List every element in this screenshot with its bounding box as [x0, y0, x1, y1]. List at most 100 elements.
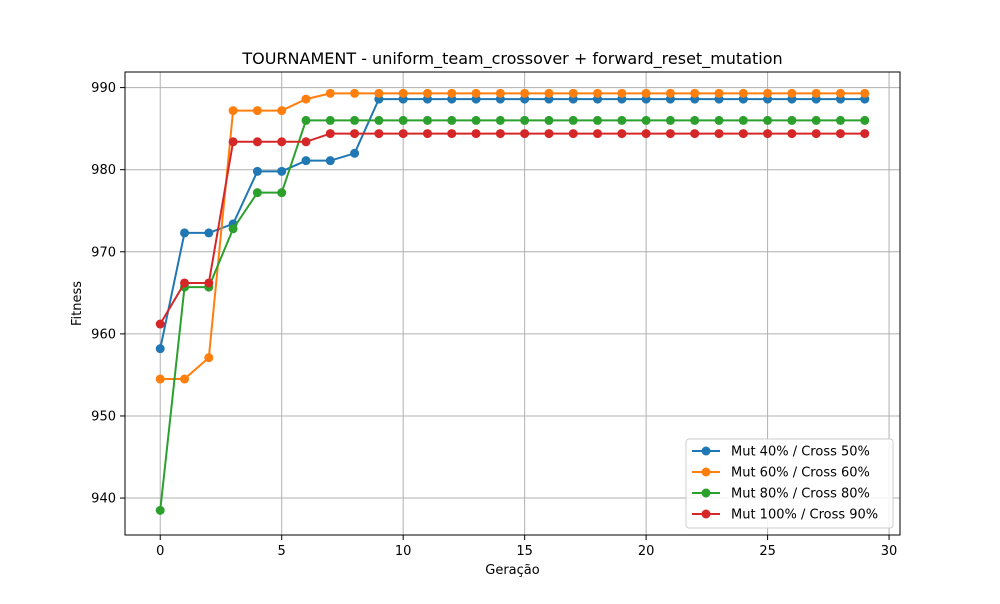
data-point: [325, 129, 335, 139]
data-point: [277, 188, 287, 198]
data-point: [787, 129, 797, 139]
data-point: [641, 129, 651, 139]
data-point: [738, 129, 748, 139]
data-point: [568, 88, 578, 98]
data-point: [568, 115, 578, 125]
data-point: [665, 88, 675, 98]
legend-swatch-marker: [701, 467, 711, 477]
legend-entry-label: Mut 60% / Cross 60%: [731, 466, 870, 481]
data-point: [520, 115, 530, 125]
data-point: [325, 115, 335, 125]
legend-entry-label: Mut 80% / Cross 80%: [731, 487, 870, 502]
data-point: [422, 129, 432, 139]
data-point: [350, 115, 360, 125]
data-point: [641, 115, 651, 125]
legend: Mut 40% / Cross 50% Mut 60% / Cross 60% Mu…: [685, 438, 894, 529]
x-tick-label: 20: [638, 544, 655, 559]
data-point: [495, 129, 505, 139]
data-point: [811, 88, 821, 98]
data-point: [763, 115, 773, 125]
data-point: [471, 129, 481, 139]
data-point: [860, 129, 870, 139]
x-axis-label: Geração: [485, 563, 539, 578]
data-point: [835, 88, 845, 98]
data-point: [641, 88, 651, 98]
data-point: [204, 278, 214, 288]
data-point: [714, 115, 724, 125]
grid: [125, 72, 900, 535]
data-point: [860, 88, 870, 98]
data-point: [301, 156, 311, 166]
x-axis: 0 5 10 15 20 25 30: [156, 535, 897, 559]
data-point: [325, 88, 335, 98]
data-point: [495, 115, 505, 125]
data-point: [155, 505, 165, 515]
data-point: [593, 115, 603, 125]
data-point: [738, 115, 748, 125]
data-point: [252, 188, 262, 198]
legend-entry-label: Mut 40% / Cross 50%: [731, 445, 870, 460]
x-tick-label: 15: [516, 544, 533, 559]
data-point: [617, 129, 627, 139]
data-point: [252, 166, 262, 176]
data-point: [350, 148, 360, 158]
data-point: [520, 129, 530, 139]
y-tick-label: 980: [91, 163, 116, 178]
legend-swatch-marker: [701, 488, 711, 498]
data-point: [252, 106, 262, 116]
data-point: [447, 129, 457, 139]
data-point: [447, 115, 457, 125]
data-point: [301, 137, 311, 147]
data-point: [690, 115, 700, 125]
data-point: [374, 88, 384, 98]
data-point: [155, 344, 165, 354]
series-group: [155, 88, 870, 384]
data-point: [422, 115, 432, 125]
data-point: [374, 129, 384, 139]
series-group: [155, 129, 870, 329]
data-point: [155, 319, 165, 329]
data-point: [180, 278, 190, 288]
data-point: [544, 88, 554, 98]
data-point: [204, 228, 214, 238]
y-tick-label: 940: [91, 492, 116, 507]
legend-entry-label: Mut 100% / Cross 90%: [731, 508, 878, 523]
series-layer: [155, 88, 870, 515]
data-point: [374, 115, 384, 125]
data-point: [811, 129, 821, 139]
data-point: [471, 115, 481, 125]
data-point: [301, 94, 311, 104]
data-point: [544, 115, 554, 125]
data-point: [277, 166, 287, 176]
y-tick-label: 970: [91, 245, 116, 260]
data-point: [617, 115, 627, 125]
y-tick-label: 950: [91, 409, 116, 424]
data-point: [398, 88, 408, 98]
y-tick-label: 960: [91, 327, 116, 342]
data-point: [228, 137, 238, 147]
data-point: [665, 129, 675, 139]
chart-title: TOURNAMENT - uniform_team_crossover + fo…: [241, 49, 782, 69]
data-point: [520, 88, 530, 98]
legend-box: [685, 438, 894, 529]
data-point: [301, 115, 311, 125]
data-point: [180, 374, 190, 384]
data-point: [252, 137, 262, 147]
data-point: [544, 129, 554, 139]
data-point: [811, 115, 821, 125]
data-point: [763, 88, 773, 98]
data-point: [787, 88, 797, 98]
data-point: [593, 129, 603, 139]
data-point: [787, 115, 797, 125]
x-tick-label: 5: [278, 544, 286, 559]
data-point: [860, 115, 870, 125]
data-point: [447, 88, 457, 98]
data-point: [714, 88, 724, 98]
data-point: [690, 88, 700, 98]
data-point: [471, 88, 481, 98]
legend-swatch-marker: [701, 509, 711, 519]
data-point: [277, 137, 287, 147]
legend-swatch-marker: [701, 446, 711, 456]
y-tick-label: 990: [91, 81, 116, 96]
